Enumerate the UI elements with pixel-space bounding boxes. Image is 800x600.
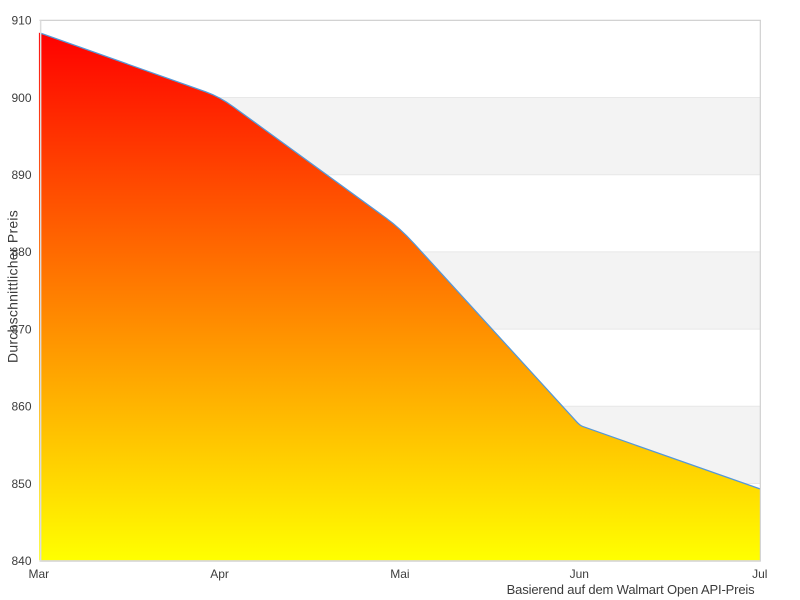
svg-text:860: 860 xyxy=(11,400,31,414)
svg-text:910: 910 xyxy=(11,14,31,28)
svg-text:850: 850 xyxy=(11,477,31,491)
svg-text:Basierend auf dem Walmart Open: Basierend auf dem Walmart Open API-Preis xyxy=(507,582,755,597)
svg-text:840: 840 xyxy=(11,554,31,568)
svg-text:Jul: Jul xyxy=(752,567,767,581)
svg-text:900: 900 xyxy=(11,91,31,105)
svg-text:870: 870 xyxy=(11,322,31,336)
svg-text:880: 880 xyxy=(11,245,31,259)
svg-text:Jun: Jun xyxy=(570,567,589,581)
svg-text:Apr: Apr xyxy=(210,567,229,581)
svg-text:Mar: Mar xyxy=(28,567,49,581)
svg-text:Mai: Mai xyxy=(390,567,409,581)
svg-text:Durchschnittlicher Preis: Durchschnittlicher Preis xyxy=(5,210,21,363)
svg-text:890: 890 xyxy=(11,168,31,182)
